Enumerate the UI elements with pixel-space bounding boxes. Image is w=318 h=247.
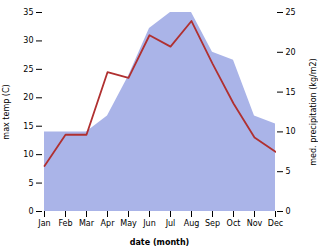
- svg-text:max temp (C): max temp (C): [2, 84, 11, 139]
- svg-text:20: 20: [23, 93, 33, 102]
- svg-text:15: 15: [23, 122, 33, 131]
- svg-text:10: 10: [286, 127, 296, 136]
- svg-text:Mar: Mar: [79, 219, 95, 228]
- svg-text:May: May: [120, 219, 137, 228]
- svg-text:25: 25: [23, 65, 33, 74]
- svg-text:35: 35: [23, 8, 33, 17]
- svg-text:Sep: Sep: [205, 219, 220, 228]
- svg-text:25: 25: [286, 8, 296, 17]
- svg-text:10: 10: [23, 150, 33, 159]
- svg-text:20: 20: [286, 48, 296, 57]
- svg-text:Jan: Jan: [37, 219, 50, 228]
- svg-text:5: 5: [286, 167, 291, 176]
- svg-text:0: 0: [28, 207, 33, 216]
- svg-text:med. precipitation (kg/m2): med. precipitation (kg/m2): [309, 58, 318, 165]
- svg-text:Aug: Aug: [184, 219, 200, 228]
- svg-text:date (month): date (month): [130, 238, 190, 247]
- svg-text:0: 0: [286, 207, 291, 216]
- svg-text:5: 5: [28, 179, 33, 188]
- svg-text:Dec: Dec: [268, 219, 283, 228]
- svg-text:30: 30: [23, 36, 33, 45]
- svg-text:Feb: Feb: [58, 219, 72, 228]
- svg-text:Jul: Jul: [165, 219, 176, 228]
- svg-text:Apr: Apr: [101, 219, 116, 228]
- svg-text:15: 15: [286, 88, 296, 97]
- svg-text:Jun: Jun: [142, 219, 156, 228]
- svg-text:Oct: Oct: [227, 219, 241, 228]
- svg-text:Nov: Nov: [247, 219, 263, 228]
